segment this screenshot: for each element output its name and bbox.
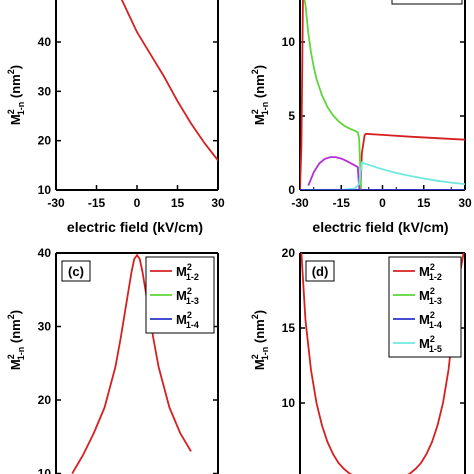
y-tick-label: 0 xyxy=(288,183,295,197)
axes-frame xyxy=(299,0,466,191)
legend-label: M2 1-3 xyxy=(176,286,199,306)
legend-label: M2 1-4 xyxy=(176,310,199,330)
x-tick-label: 0 xyxy=(379,196,386,210)
panel-top-right: 0 5 10 -30 -15 0 15 30 electric field (kV/cm) M21… xyxy=(250,0,472,235)
x-tick-label: -15 xyxy=(333,196,351,210)
y-axis-title: M21-n (nm2) xyxy=(250,310,270,370)
panel-tag: (d) xyxy=(312,264,329,279)
series-line-1 xyxy=(300,253,465,474)
x-tick-label: -15 xyxy=(88,196,106,210)
panel-bottom-left: 10 20 30 40 M21-n (nm2) (c) M2 1-2 M2 1-3 M2 1-4 xyxy=(6,246,219,474)
axes-frame xyxy=(55,252,219,474)
axes-frame xyxy=(299,252,466,474)
x-tick-label: 15 xyxy=(417,196,431,210)
legend-label: M2 1-2 xyxy=(176,262,199,282)
panel-tag-box xyxy=(61,260,91,282)
y-tick-label: 20 xyxy=(282,246,296,260)
y-tick-label: 10 xyxy=(282,35,296,49)
y-tick-label: 30 xyxy=(38,320,52,334)
panel-tag: (c) xyxy=(68,264,84,279)
legend-label: M2 1-5 xyxy=(419,334,442,354)
legend-box xyxy=(388,256,462,358)
y-tick-label: 20 xyxy=(38,134,52,148)
legend-label: M2 1-3 xyxy=(419,286,442,306)
y-axis-title: M21-n (nm2) xyxy=(250,65,270,125)
y-tick-label: 30 xyxy=(38,84,52,98)
x-axis-title: electric field (kV/cm) xyxy=(312,219,448,235)
series-line-1 xyxy=(71,253,192,474)
y-tick-label: 5 xyxy=(288,109,295,123)
x-tick-label: 30 xyxy=(458,196,472,210)
series-line-1 xyxy=(120,0,218,161)
y-tick-label: 20 xyxy=(38,393,52,407)
axes-frame xyxy=(55,0,219,191)
panel-top-left: 10 20 30 40 -30 -15 0 15 30 electric field (kV/cm… xyxy=(6,0,225,235)
x-tick-label: -30 xyxy=(47,196,65,210)
series-line-1 xyxy=(300,0,304,190)
panel-bottom-right: 10 15 20 M21-n (nm2) (d) M2 1-2 M2 1-3 M2 1-4 M2 1-5 xyxy=(250,246,466,474)
y-tick-label: 15 xyxy=(282,321,296,335)
legend-label: M2 1-4 xyxy=(419,310,442,330)
x-tick-label: 30 xyxy=(211,196,225,210)
y-tick-label: 10 xyxy=(38,183,52,197)
panel-tag-box xyxy=(305,260,335,282)
y-axis-title: M21-n (nm2) xyxy=(6,65,26,125)
legend-label: M2 1-2 xyxy=(419,262,442,282)
y-tick-label: 10 xyxy=(38,467,52,474)
x-tick-label: 15 xyxy=(171,196,185,210)
x-tick-label: 0 xyxy=(134,196,141,210)
y-tick-label: 10 xyxy=(282,396,296,410)
legend-box-partial xyxy=(391,0,463,5)
x-axis-title: electric field (kV/cm) xyxy=(67,219,203,235)
series-line-3 xyxy=(303,0,362,190)
x-tick-label: -30 xyxy=(291,196,309,210)
series-line-5 xyxy=(301,161,465,190)
series-line-4 xyxy=(307,156,361,190)
y-tick-label: 40 xyxy=(38,246,52,260)
y-tick-label: 40 xyxy=(38,35,52,49)
y-axis-title: M21-n (nm2) xyxy=(6,310,26,370)
